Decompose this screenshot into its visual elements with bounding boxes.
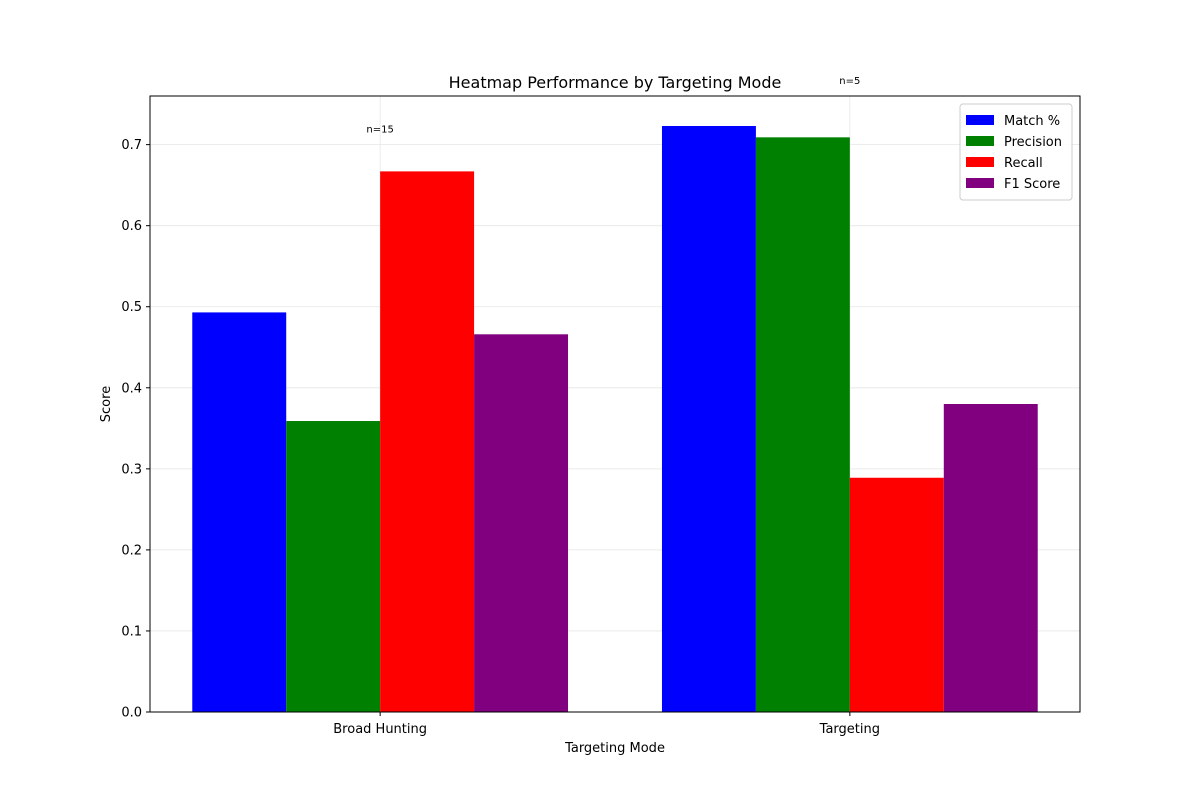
x-axis-label: Targeting Mode	[564, 741, 665, 756]
bar-precision	[286, 421, 381, 712]
bar-match	[192, 312, 287, 712]
legend-label: Match %	[1004, 114, 1060, 129]
legend-box	[959, 103, 1073, 201]
sample-size-annotation: n=15	[366, 124, 393, 135]
x-tick-label: Targeting	[819, 722, 880, 737]
ticks: 0.0 0.1 0.2 0.3 0.4 0.5 0.6 0.7 Broad Hunting Tar…	[121, 138, 880, 737]
legend-label: Precision	[1004, 135, 1062, 150]
bar-precision	[755, 137, 850, 712]
y-tick-label: 0.0	[121, 706, 142, 721]
bar-f1-score	[474, 334, 569, 712]
y-tick-label: 0.2	[121, 543, 142, 558]
sample-size-annotation: n=5	[839, 76, 860, 87]
y-tick-label: 0.6	[121, 219, 142, 234]
chart-title: Heatmap Performance by Targeting Mode	[449, 73, 782, 92]
y-axis-label: Score	[99, 386, 114, 422]
bar-recall	[380, 171, 475, 712]
axes-frame	[149, 95, 1081, 713]
legend-label: Recall	[1004, 156, 1043, 171]
bars	[192, 125, 1038, 712]
bar-match	[661, 125, 756, 712]
y-tick-label: 0.4	[121, 381, 142, 396]
legend: Match % Precision Recall F1 Score	[959, 103, 1073, 201]
legend-label: F1 Score	[1004, 177, 1060, 192]
annotations: n=15 n=5	[366, 76, 860, 136]
legend-swatch	[966, 157, 994, 167]
y-tick-label: 0.7	[121, 138, 142, 153]
y-tick-label: 0.5	[121, 300, 142, 315]
legend-swatch	[966, 115, 994, 125]
y-tick-label: 0.1	[121, 624, 142, 639]
bar-f1-score	[943, 404, 1038, 712]
bar-recall	[849, 477, 944, 712]
legend-swatch	[966, 136, 994, 146]
x-tick-label: Broad Hunting	[333, 722, 427, 737]
y-tick-label: 0.3	[121, 462, 142, 477]
legend-swatch	[966, 178, 994, 188]
